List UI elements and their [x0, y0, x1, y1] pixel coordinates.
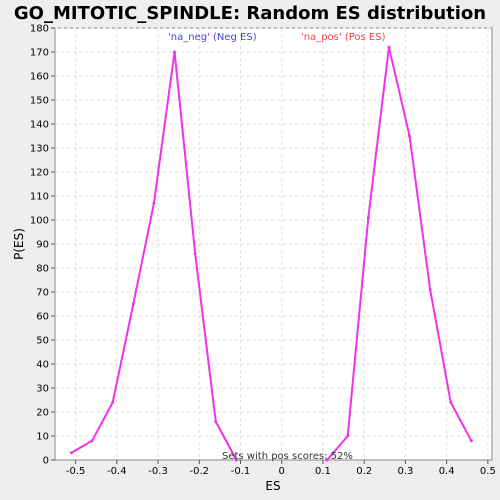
y-tick-label: 20 [36, 408, 49, 419]
data-point-na_neg [214, 420, 218, 424]
data-point-na_neg [90, 439, 94, 443]
data-point-na_neg [69, 451, 73, 455]
y-tick-label: 160 [30, 72, 49, 83]
x-tick-label: 0.1 [315, 466, 331, 477]
y-tick-label: 50 [36, 336, 49, 347]
y-tick-label: 60 [36, 312, 49, 323]
data-point-na_pos [449, 400, 453, 404]
y-tick-label: 180 [30, 24, 49, 35]
data-point-na_pos [408, 134, 412, 138]
y-tick-label: 110 [30, 192, 49, 203]
y-tick-label: 0 [43, 456, 49, 467]
y-tick-label: 140 [30, 120, 49, 131]
x-axis-title: ES [265, 479, 280, 493]
series-layer [69, 45, 473, 462]
x-tick-label: -0.3 [148, 466, 168, 477]
x-tick-label: 0 [279, 466, 285, 477]
data-point-na_neg [152, 201, 156, 205]
data-point-na_neg [173, 50, 177, 54]
data-point-na_neg [111, 400, 115, 404]
data-point-na_neg [131, 302, 135, 306]
y-axis-title: P(ES) [12, 228, 26, 260]
data-point-na_neg [193, 252, 197, 256]
pos-scores-annotation: Sets with pos scores: 52% [222, 451, 353, 462]
x-tick-label: 0.2 [356, 466, 372, 477]
y-tick-label: 120 [30, 168, 49, 179]
y-tick-label: 100 [30, 216, 49, 227]
y-tick-label: 40 [36, 360, 49, 371]
y-tick-label: 10 [36, 432, 49, 443]
data-point-na_neg [234, 458, 238, 462]
x-tick-label: -0.2 [190, 466, 210, 477]
data-point-na_pos [346, 434, 350, 438]
chart-title: GO_MITOTIC_SPINDLE: Random ES distributi… [14, 3, 486, 24]
data-point-na_pos [387, 45, 391, 49]
x-tick-label: -0.4 [107, 466, 127, 477]
y-tick-label: 80 [36, 264, 49, 275]
series-line-na_pos [326, 46, 473, 461]
legend-entry-na-neg: 'na_neg' (Neg ES) [168, 32, 257, 43]
x-tick-label: 0.4 [439, 466, 455, 477]
data-point-na_pos [366, 216, 370, 220]
legend-entry-na-pos: 'na_pos' (Pos ES) [301, 32, 386, 43]
axes: -0.5 -0.4 -0.3 -0.2 -0.1 0 0.1 0.2 0.3 0.4 0.5 0 10 2… [30, 24, 496, 478]
x-tick-label: -0.1 [231, 466, 251, 477]
y-tick-label: 30 [36, 384, 49, 395]
y-tick-label: 130 [30, 144, 49, 155]
y-tick-label: 90 [36, 240, 49, 251]
x-tick-label: 0.3 [397, 466, 413, 477]
data-point-na_pos [469, 439, 473, 443]
y-tick-label: 170 [30, 48, 49, 59]
y-tick-label: 70 [36, 288, 49, 299]
x-tick-label: 0.5 [480, 466, 496, 477]
grid-lines [55, 27, 492, 460]
y-tick-label: 150 [30, 96, 49, 107]
x-tick-label: -0.5 [66, 466, 86, 477]
data-point-na_pos [428, 288, 432, 292]
data-point-na_pos [325, 458, 329, 462]
